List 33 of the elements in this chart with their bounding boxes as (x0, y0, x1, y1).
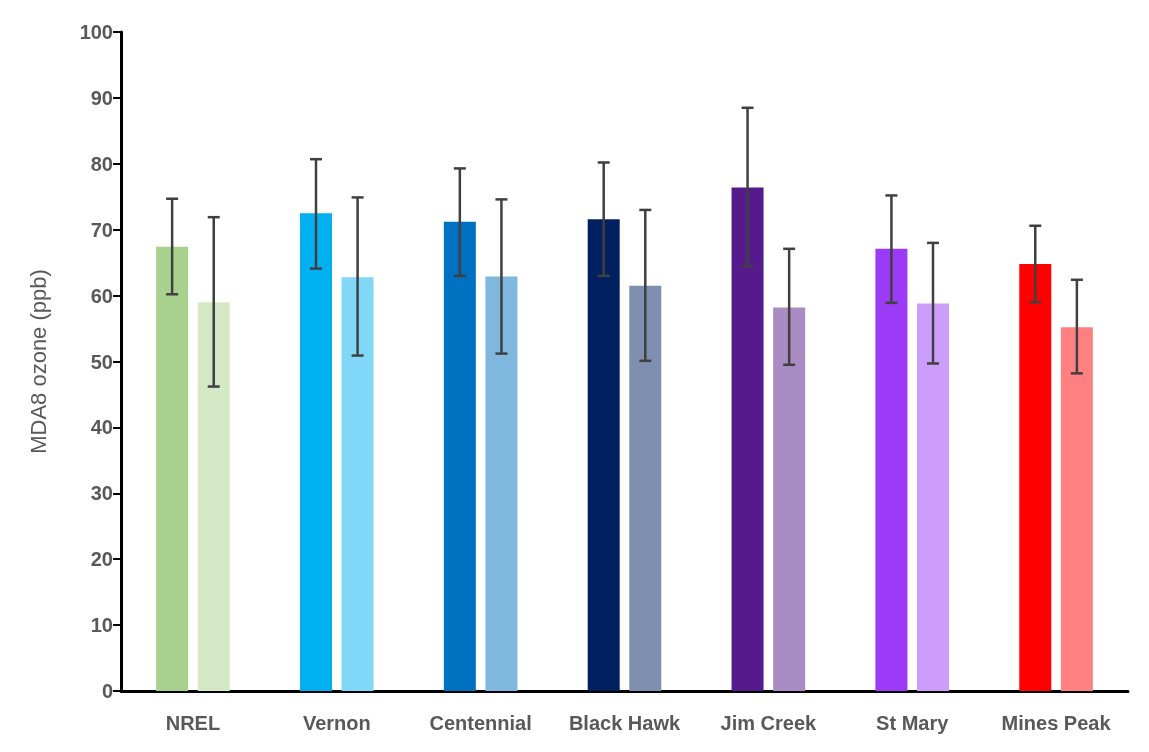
y-tick-label: 70 (90, 218, 113, 241)
bar (773, 307, 806, 691)
y-tick-label: 40 (90, 416, 113, 439)
x-tick-label: Black Hawk (568, 712, 681, 734)
bar (341, 277, 374, 691)
bar (731, 187, 764, 691)
y-tick-label: 80 (90, 152, 113, 175)
bar (875, 248, 908, 691)
y-tick-label: 30 (90, 482, 113, 505)
bar (1060, 327, 1093, 691)
x-tick-label: Vernon (302, 712, 371, 734)
x-tick-label: St Mary (876, 712, 950, 734)
y-tick-label: 100 (79, 21, 113, 43)
bar (299, 213, 332, 691)
bar (1019, 263, 1052, 691)
y-tick-label: 50 (90, 350, 113, 373)
x-tick-label: Mines Peak (1001, 712, 1112, 734)
y-axis-title: MDA8 ozone (ppb) (25, 269, 51, 454)
y-tick-label: 60 (90, 284, 113, 307)
bar (629, 285, 662, 691)
x-tick-label: NREL (165, 712, 221, 734)
bar (587, 219, 620, 691)
y-tick-label: 20 (90, 548, 113, 571)
x-tick-label: Jim Creek (720, 712, 818, 734)
y-tick-label: 0 (101, 680, 113, 702)
y-tick-label: 90 (90, 86, 113, 109)
bar (156, 246, 189, 691)
bar (197, 302, 230, 691)
bar (485, 276, 518, 691)
bar (443, 221, 476, 691)
y-tick-label: 10 (90, 614, 113, 637)
bar (917, 303, 950, 691)
x-tick-label: Centennial (429, 712, 532, 734)
